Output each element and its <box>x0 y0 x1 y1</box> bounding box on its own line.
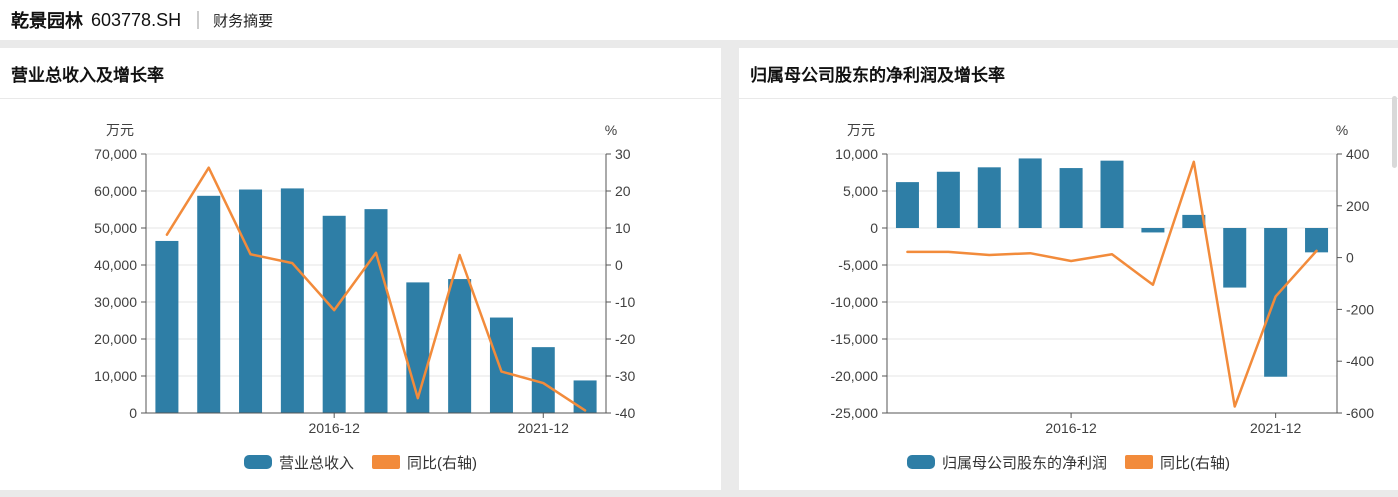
bar-series-swatch-icon <box>243 455 272 469</box>
legend-label: 同比(右轴) <box>407 454 477 472</box>
svg-text:-15,000: -15,000 <box>831 331 879 347</box>
revenue-chart-card: 营业总收入及增长率 0 10,000 20,000 30,000 40,000 50,00… <box>0 48 721 490</box>
svg-text:20: 20 <box>615 183 631 199</box>
revenue-chart-title: 营业总收入及增长率 <box>11 66 164 85</box>
svg-text:70,000: 70,000 <box>94 146 137 162</box>
header-divider <box>197 11 200 29</box>
svg-text:20,000: 20,000 <box>94 331 137 347</box>
svg-text:2016-12: 2016-12 <box>1045 420 1097 436</box>
svg-text:50,000: 50,000 <box>94 220 137 236</box>
net-profit-chart-legend: 归属母公司股东的净利润 同比(右轴) <box>739 450 1398 474</box>
svg-text:5,000: 5,000 <box>843 183 878 199</box>
svg-text:-400: -400 <box>1346 353 1374 369</box>
net-profit-chart-card: 归属母公司股东的净利润及增长率 -25,000 -20,000 -15,000 -10… <box>739 48 1398 490</box>
svg-text:10,000: 10,000 <box>94 368 137 384</box>
legend-label: 营业总收入 <box>278 454 354 472</box>
svg-text:%: % <box>1336 122 1348 138</box>
svg-text:200: 200 <box>1346 198 1370 214</box>
svg-text:30,000: 30,000 <box>94 294 137 310</box>
svg-text:-200: -200 <box>1346 301 1374 317</box>
svg-text:-5,000: -5,000 <box>838 257 878 273</box>
svg-text:0: 0 <box>1346 250 1354 266</box>
svg-text:-10,000: -10,000 <box>831 294 879 310</box>
svg-text:-10: -10 <box>615 294 635 310</box>
scrollbar[interactable] <box>1392 96 1397 168</box>
svg-text:40,000: 40,000 <box>94 257 137 273</box>
line-series-swatch-icon <box>1125 455 1153 469</box>
net-profit-chart-title: 归属母公司股东的净利润及增长率 <box>750 66 1005 85</box>
revenue-growth-chart: 0 10,000 20,000 30,000 40,000 50,000 60,000 70,… <box>94 122 635 436</box>
tab-financial-summary[interactable]: 财务摘要 <box>213 12 274 30</box>
svg-text:-20,000: -20,000 <box>831 368 879 384</box>
header: 乾景园林 603778.SH 财务摘要 <box>0 0 1398 40</box>
svg-text:-20: -20 <box>615 331 635 347</box>
svg-text:30: 30 <box>615 146 631 162</box>
svg-text:2021-12: 2021-12 <box>518 420 570 436</box>
svg-text:400: 400 <box>1346 146 1370 162</box>
net-profit-growth-chart: -25,000 -20,000 -15,000 -10,000 -5,000 0 5,000… <box>831 122 1375 436</box>
stock-code: 603778.SH <box>91 9 182 30</box>
svg-text:10,000: 10,000 <box>835 146 878 162</box>
legend-label: 同比(右轴) <box>1160 454 1230 472</box>
legend-item-net-profit[interactable]: 归属母公司股东的净利润 <box>906 452 1107 473</box>
legend-item-yoy[interactable]: 同比(右轴) <box>372 452 477 473</box>
svg-text:-25,000: -25,000 <box>831 405 879 421</box>
company-name: 乾景园林 <box>11 11 83 31</box>
legend-item-revenue[interactable]: 营业总收入 <box>243 452 354 473</box>
card-divider <box>0 98 721 99</box>
svg-text:万元: 万元 <box>847 122 875 138</box>
revenue-chart-legend: 营业总收入 同比(右轴) <box>0 450 721 474</box>
svg-text:0: 0 <box>129 405 137 421</box>
card-divider <box>739 98 1398 99</box>
line-series-swatch-icon <box>372 455 400 469</box>
svg-text:-600: -600 <box>1346 405 1374 421</box>
svg-text:2021-12: 2021-12 <box>1250 420 1302 436</box>
svg-text:2016-12: 2016-12 <box>308 420 360 436</box>
svg-text:-40: -40 <box>615 405 635 421</box>
svg-text:万元: 万元 <box>106 122 134 138</box>
bar-series-swatch-icon <box>906 455 935 469</box>
svg-text:0: 0 <box>615 257 623 273</box>
svg-text:%: % <box>605 122 617 138</box>
svg-text:-30: -30 <box>615 368 635 384</box>
svg-text:0: 0 <box>870 220 878 236</box>
legend-label: 归属母公司股东的净利润 <box>941 454 1107 472</box>
svg-text:60,000: 60,000 <box>94 183 137 199</box>
svg-text:10: 10 <box>615 220 631 236</box>
legend-item-yoy[interactable]: 同比(右轴) <box>1125 452 1230 473</box>
